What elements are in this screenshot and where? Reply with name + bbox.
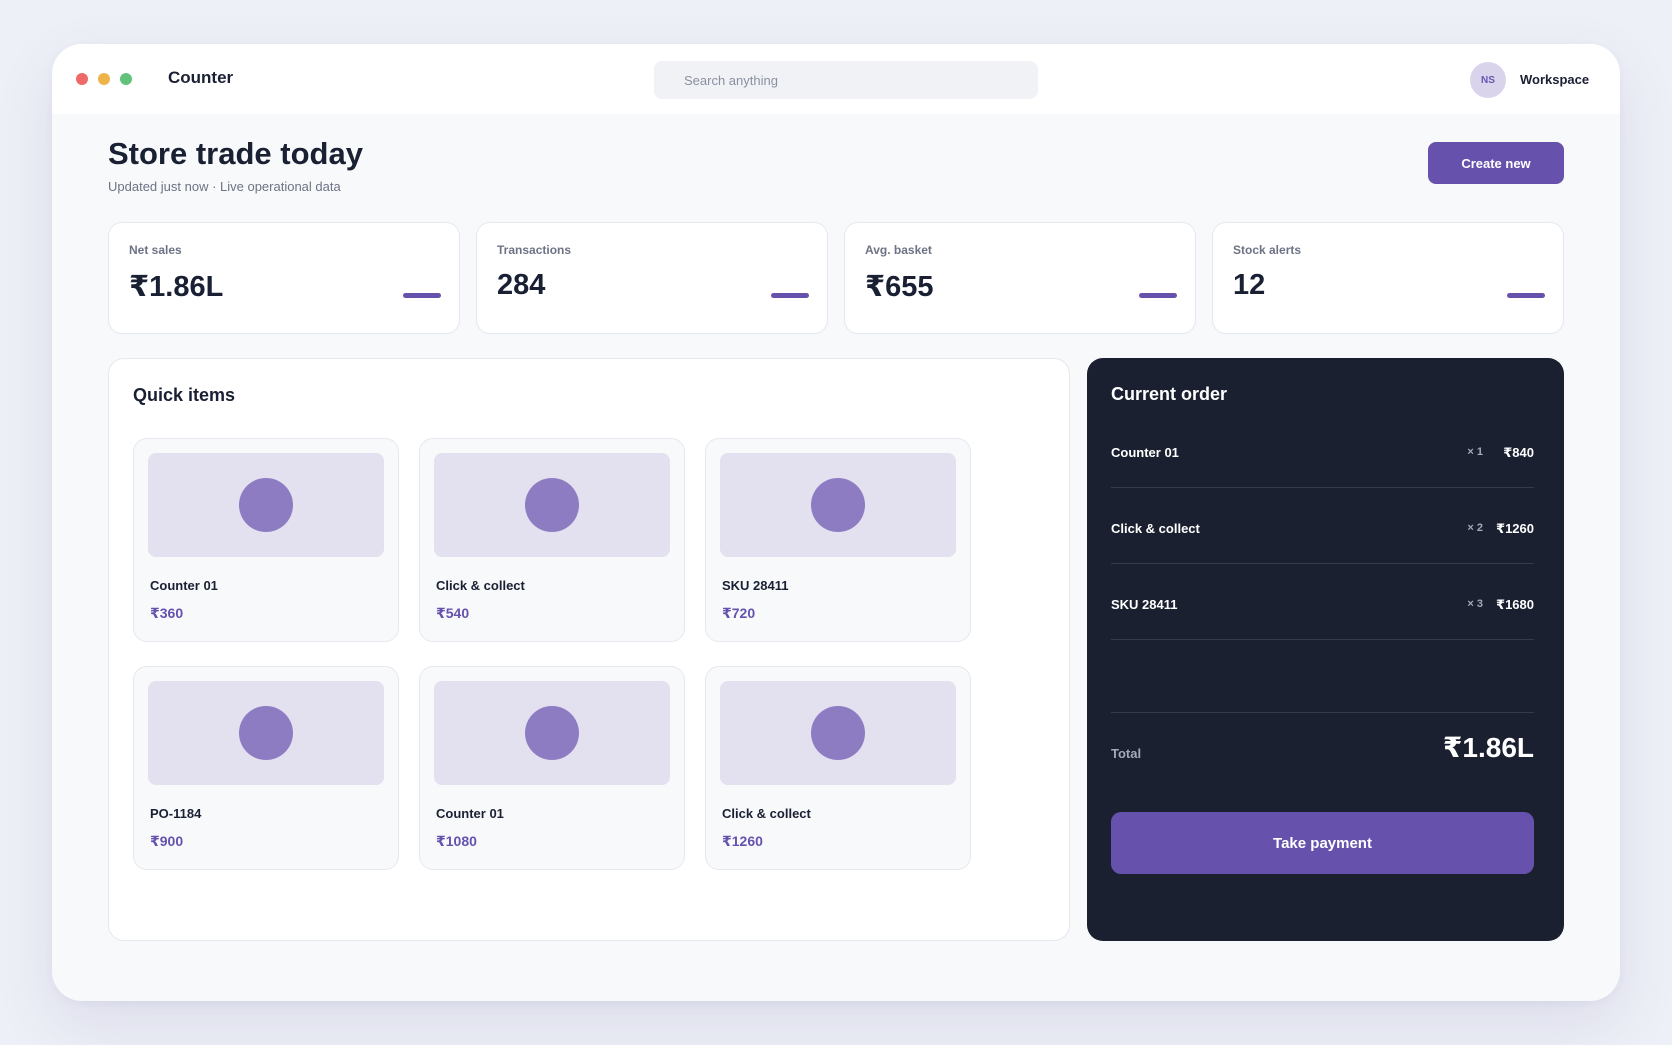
kpi-value: 12 (1233, 269, 1265, 302)
item-thumbnail (720, 681, 956, 785)
item-thumbnail (720, 453, 956, 557)
kpi-value: ₹1.86L (129, 269, 223, 304)
create-new-button[interactable]: Create new (1428, 142, 1564, 184)
quick-item-card[interactable]: PO-1184 ₹900 (133, 666, 399, 870)
app-title: Counter (168, 68, 233, 88)
order-item-price: ₹1260 (1496, 521, 1534, 537)
order-line-item[interactable]: Counter 01 × 1 ₹840 (1111, 434, 1534, 488)
item-thumbnail (148, 453, 384, 557)
kpi-label: Stock alerts (1233, 243, 1301, 257)
kpi-accent-bar (771, 293, 809, 298)
item-thumbnail (434, 681, 670, 785)
quick-item-card[interactable]: SKU 28411 ₹720 (705, 438, 971, 642)
total-value: ₹1.86L (1443, 731, 1534, 764)
order-line-item[interactable]: Click & collect × 2 ₹1260 (1111, 510, 1534, 564)
total-divider (1111, 712, 1534, 713)
item-price: ₹720 (722, 605, 755, 622)
quick-item-card[interactable]: Counter 01 ₹360 (133, 438, 399, 642)
current-order-panel: Current order Counter 01 × 1 ₹840 Click … (1087, 358, 1564, 941)
item-name: Click & collect (722, 806, 811, 821)
kpi-card-stock-alerts: Stock alerts 12 (1212, 222, 1564, 334)
kpi-value: ₹655 (865, 269, 934, 304)
order-item-qty: × 3 (1467, 598, 1483, 610)
avatar[interactable]: NS (1470, 62, 1506, 98)
order-item-qty: × 2 (1467, 522, 1483, 534)
item-name: Counter 01 (150, 578, 218, 593)
quick-items-title: Quick items (133, 385, 235, 406)
product-placeholder-icon (811, 706, 865, 760)
order-item-name: SKU 28411 (1111, 597, 1178, 612)
quick-item-card[interactable]: Click & collect ₹540 (419, 438, 685, 642)
minimize-window-dot[interactable] (98, 73, 110, 85)
kpi-card-avg-basket: Avg. basket ₹655 (844, 222, 1196, 334)
item-name: Click & collect (436, 578, 525, 593)
order-item-name: Counter 01 (1111, 445, 1179, 460)
current-order-title: Current order (1111, 384, 1227, 405)
total-label: Total (1111, 746, 1141, 761)
product-placeholder-icon (525, 478, 579, 532)
take-payment-button[interactable]: Take payment (1111, 812, 1534, 874)
item-price: ₹1260 (722, 833, 763, 850)
kpi-accent-bar (1507, 293, 1545, 298)
item-price: ₹1080 (436, 833, 477, 850)
kpi-label: Transactions (497, 243, 571, 257)
quick-items-panel: Quick items Counter 01 ₹360 Click & coll… (108, 358, 1070, 941)
kpi-card-net-sales: Net sales ₹1.86L (108, 222, 460, 334)
kpi-label: Avg. basket (865, 243, 932, 257)
page-subtitle: Updated just now · Live operational data (108, 179, 341, 194)
item-thumbnail (434, 453, 670, 557)
title-bar: Counter NS Workspace (52, 44, 1620, 114)
kpi-label: Net sales (129, 243, 182, 257)
kpi-card-transactions: Transactions 284 (476, 222, 828, 334)
app-window: Counter NS Workspace Store trade today U… (52, 44, 1620, 1001)
maximize-window-dot[interactable] (120, 73, 132, 85)
kpi-accent-bar (403, 293, 441, 298)
close-window-dot[interactable] (76, 73, 88, 85)
kpi-value: 284 (497, 269, 545, 302)
page-title: Store trade today (108, 136, 363, 172)
product-placeholder-icon (239, 478, 293, 532)
order-item-price: ₹1680 (1496, 597, 1534, 613)
workspace-label[interactable]: Workspace (1520, 72, 1589, 87)
item-name: PO-1184 (150, 806, 201, 821)
item-price: ₹360 (150, 605, 183, 622)
quick-item-card[interactable]: Click & collect ₹1260 (705, 666, 971, 870)
quick-item-card[interactable]: Counter 01 ₹1080 (419, 666, 685, 870)
product-placeholder-icon (239, 706, 293, 760)
product-placeholder-icon (811, 478, 865, 532)
item-name: SKU 28411 (722, 578, 789, 593)
order-line-item[interactable]: SKU 28411 × 3 ₹1680 (1111, 586, 1534, 640)
item-price: ₹900 (150, 833, 183, 850)
item-price: ₹540 (436, 605, 469, 622)
order-item-price: ₹840 (1503, 445, 1534, 461)
order-item-qty: × 1 (1467, 446, 1483, 458)
product-placeholder-icon (525, 706, 579, 760)
item-name: Counter 01 (436, 806, 504, 821)
search-input[interactable] (654, 61, 1038, 99)
order-item-name: Click & collect (1111, 521, 1200, 536)
item-thumbnail (148, 681, 384, 785)
kpi-accent-bar (1139, 293, 1177, 298)
